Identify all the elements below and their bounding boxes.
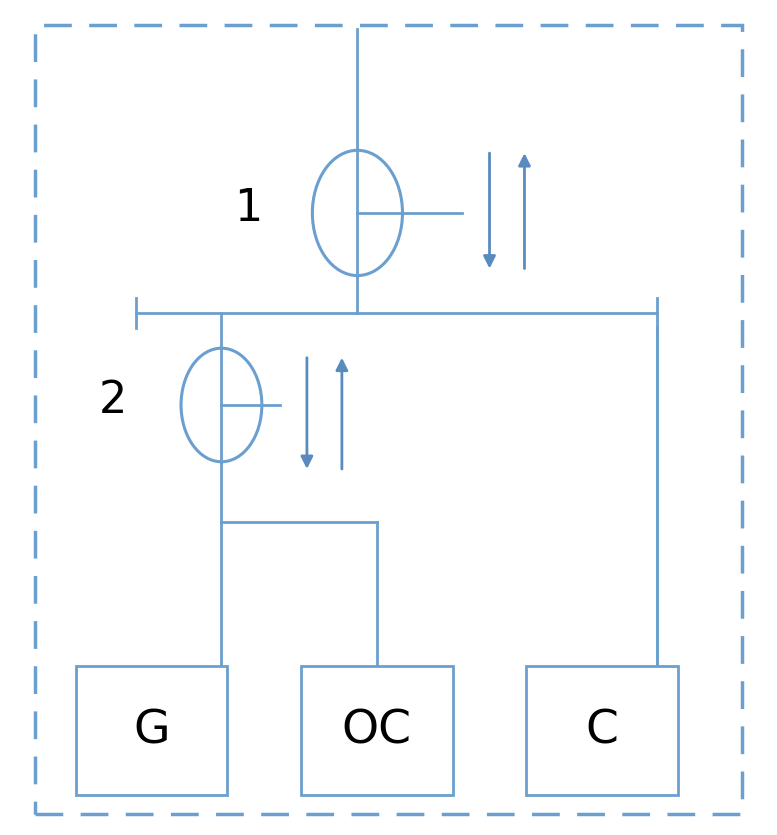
Text: 1: 1: [235, 187, 263, 230]
Text: 2: 2: [99, 379, 127, 423]
Text: OC: OC: [342, 708, 412, 753]
Text: G: G: [133, 708, 170, 753]
FancyBboxPatch shape: [527, 666, 678, 795]
Text: C: C: [586, 708, 618, 753]
FancyBboxPatch shape: [76, 666, 227, 795]
FancyBboxPatch shape: [301, 666, 452, 795]
